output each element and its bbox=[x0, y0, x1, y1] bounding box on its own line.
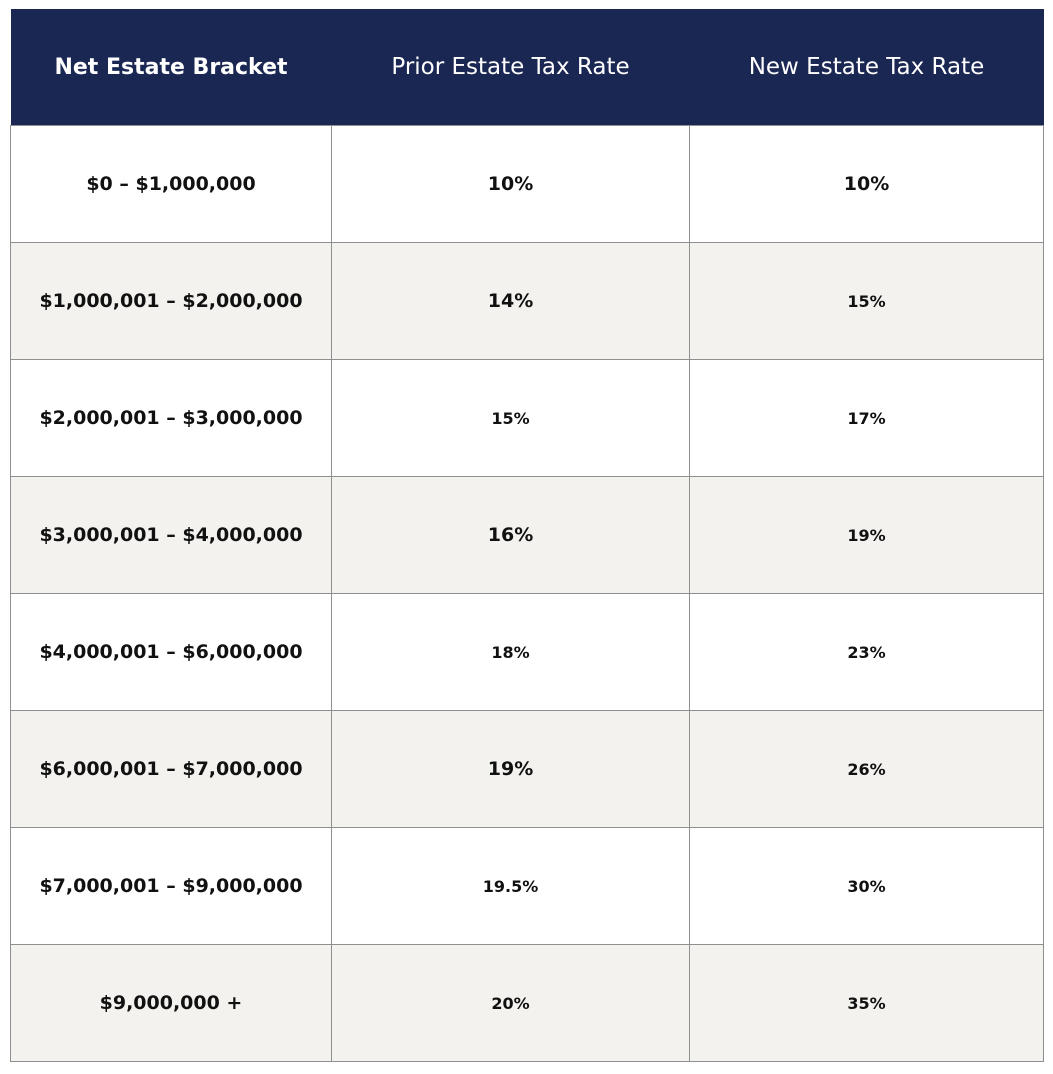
bracket-cell: $0 – $1,000,000 bbox=[10, 125, 332, 243]
prior-rate-cell: 14% bbox=[331, 242, 690, 360]
prior-rate-cell: 20% bbox=[331, 944, 690, 1062]
new-rate-cell: 17% bbox=[689, 359, 1044, 477]
bracket-cell: $3,000,001 – $4,000,000 bbox=[10, 476, 332, 594]
bracket-cell: $2,000,001 – $3,000,000 bbox=[10, 359, 332, 477]
new-rate-cell: 26% bbox=[689, 710, 1044, 828]
table-row: $1,000,001 – $2,000,000 14% 15% bbox=[10, 242, 1044, 360]
table-row: $6,000,001 – $7,000,000 19% 26% bbox=[10, 710, 1044, 828]
bracket-cell: $4,000,001 – $6,000,000 bbox=[10, 593, 332, 711]
header-net-estate-bracket: Net Estate Bracket bbox=[10, 9, 332, 126]
prior-rate-cell: 18% bbox=[331, 593, 690, 711]
table-row: $2,000,001 – $3,000,000 15% 17% bbox=[10, 359, 1044, 477]
table-row: $3,000,001 – $4,000,000 16% 19% bbox=[10, 476, 1044, 594]
prior-rate-cell: 15% bbox=[331, 359, 690, 477]
new-rate-cell: 15% bbox=[689, 242, 1044, 360]
bracket-cell: $7,000,001 – $9,000,000 bbox=[10, 827, 332, 945]
new-rate-cell: 35% bbox=[689, 944, 1044, 1062]
prior-rate-cell: 19% bbox=[331, 710, 690, 828]
prior-rate-cell: 16% bbox=[331, 476, 690, 594]
header-row: Net Estate Bracket Prior Estate Tax Rate… bbox=[10, 9, 1044, 126]
new-rate-cell: 19% bbox=[689, 476, 1044, 594]
bracket-cell: $6,000,001 – $7,000,000 bbox=[10, 710, 332, 828]
table-row: $7,000,001 – $9,000,000 19.5% 30% bbox=[10, 827, 1044, 945]
prior-rate-cell: 10% bbox=[331, 125, 690, 243]
bracket-cell: $1,000,001 – $2,000,000 bbox=[10, 242, 332, 360]
table-row: $0 – $1,000,000 10% 10% bbox=[10, 125, 1044, 243]
estate-tax-table: Net Estate Bracket Prior Estate Tax Rate… bbox=[10, 9, 1044, 1062]
header-prior-rate: Prior Estate Tax Rate bbox=[331, 9, 690, 126]
table-row: $4,000,001 – $6,000,000 18% 23% bbox=[10, 593, 1044, 711]
table-row: $9,000,000 + 20% 35% bbox=[10, 944, 1044, 1062]
bracket-cell: $9,000,000 + bbox=[10, 944, 332, 1062]
new-rate-cell: 23% bbox=[689, 593, 1044, 711]
prior-rate-cell: 19.5% bbox=[331, 827, 690, 945]
header-new-rate: New Estate Tax Rate bbox=[689, 9, 1044, 126]
new-rate-cell: 30% bbox=[689, 827, 1044, 945]
new-rate-cell: 10% bbox=[689, 125, 1044, 243]
